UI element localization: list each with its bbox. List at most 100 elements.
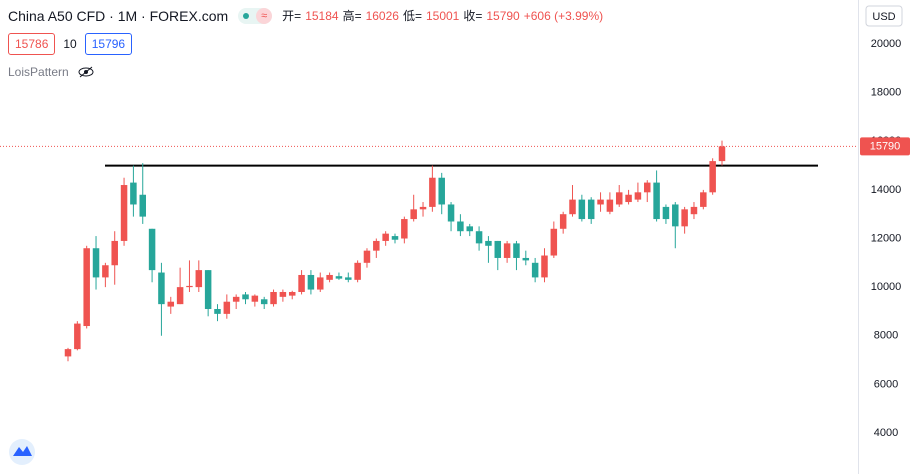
candle-body [700, 192, 707, 207]
candle-body [120, 185, 128, 241]
candle-body [466, 226, 473, 232]
symbol: China A50 CFD · 1M · FOREX.com [8, 7, 229, 24]
candle-body [251, 295, 259, 302]
status-icons[interactable]: ≈ [238, 7, 273, 24]
candle-body [653, 182, 660, 220]
candle-body [354, 262, 361, 280]
candle-body [597, 199, 604, 205]
price-label: 15790 [870, 140, 901, 152]
ask[interactable]: 15796 [84, 33, 133, 55]
candle-body [130, 182, 137, 205]
hide-icon[interactable] [77, 66, 95, 78]
candle-body [232, 296, 240, 302]
candle-body [401, 219, 408, 239]
header: China A50 CFD · 1M · FOREX.com ≈ 开= 15184… [8, 7, 603, 24]
y-tick-label: 6000 [874, 378, 898, 390]
candle-body [167, 301, 175, 307]
close-label: 收= [463, 9, 483, 23]
candle-body [606, 199, 614, 212]
currency: USD [872, 11, 895, 23]
candle-body [279, 291, 287, 297]
candle-body [559, 214, 567, 229]
spread: 10 [63, 37, 77, 51]
change: +606 (+3.99%) [523, 8, 604, 23]
candle-body [475, 231, 483, 244]
candle-body [429, 177, 436, 207]
candle-body [391, 236, 399, 240]
candle-body [522, 257, 530, 261]
candle-body [317, 277, 324, 290]
indicator-name: LoisPattern [8, 65, 69, 79]
candle-body [550, 228, 558, 256]
candle-body [195, 270, 203, 288]
candle-body [578, 199, 586, 220]
candle-body [644, 182, 651, 193]
candle-body [438, 177, 445, 205]
quote: 15786 10 15796 [8, 33, 133, 55]
candle-body [335, 276, 343, 279]
y-tick-label: 8000 [874, 330, 898, 342]
low-label: 低= [402, 9, 422, 23]
candle-body [260, 299, 268, 305]
candle-body [634, 192, 642, 200]
candle-body [223, 301, 231, 314]
candle-body [531, 262, 539, 278]
indicator: LoisPattern [8, 65, 95, 79]
y-tick-label: 18000 [871, 87, 902, 99]
candle-body [158, 272, 165, 305]
y-tick-label: 4000 [874, 427, 898, 439]
candle-body [672, 204, 679, 227]
low: 15001 [425, 8, 460, 23]
candle-body [662, 206, 670, 220]
candle-body [718, 146, 726, 162]
candle-body [307, 274, 315, 290]
candle-body [345, 277, 352, 280]
candle-body [111, 240, 118, 266]
bid[interactable]: 15786 [8, 33, 56, 55]
candle-body [503, 243, 511, 258]
open-label: 开= [282, 9, 302, 23]
candle-body [485, 240, 492, 246]
logo-icon [13, 446, 32, 456]
candle-body [447, 204, 455, 222]
candle-body [494, 240, 502, 258]
candle-body [148, 228, 156, 271]
candle-body [541, 255, 548, 278]
candle-body [92, 248, 100, 278]
candle-body [139, 194, 146, 217]
candle-body [242, 294, 249, 300]
candle-body [288, 291, 296, 296]
high: 16026 [365, 8, 399, 23]
candle-body [457, 221, 464, 232]
candle-body [569, 199, 576, 215]
y-tick-label: 12000 [871, 232, 902, 244]
candle-body [410, 209, 417, 220]
candle-body [690, 206, 698, 215]
candle-body [419, 206, 427, 210]
candle-body [382, 233, 389, 241]
candle-body [513, 243, 520, 258]
open: 15184 [305, 8, 339, 23]
candle-body [625, 194, 632, 203]
close: 15790 [486, 8, 520, 23]
candle-body [326, 274, 333, 280]
candle-body [83, 248, 90, 327]
candle-body [102, 265, 109, 278]
candle-body [204, 270, 212, 310]
price-label-bg [860, 137, 910, 156]
candle-body [615, 192, 623, 205]
candle-body [64, 349, 72, 357]
y-tick-label: 14000 [871, 184, 902, 196]
candle-body [186, 285, 193, 288]
high-label: 高= [342, 9, 362, 23]
currency-box[interactable] [865, 5, 903, 27]
candle-body [214, 309, 221, 314]
y-tick-label: 20000 [871, 38, 902, 50]
candle-body [681, 209, 688, 227]
y-tick-label: 10000 [871, 281, 902, 293]
candle-body [298, 274, 305, 292]
candle-body [709, 161, 716, 193]
candle-body [587, 199, 595, 220]
